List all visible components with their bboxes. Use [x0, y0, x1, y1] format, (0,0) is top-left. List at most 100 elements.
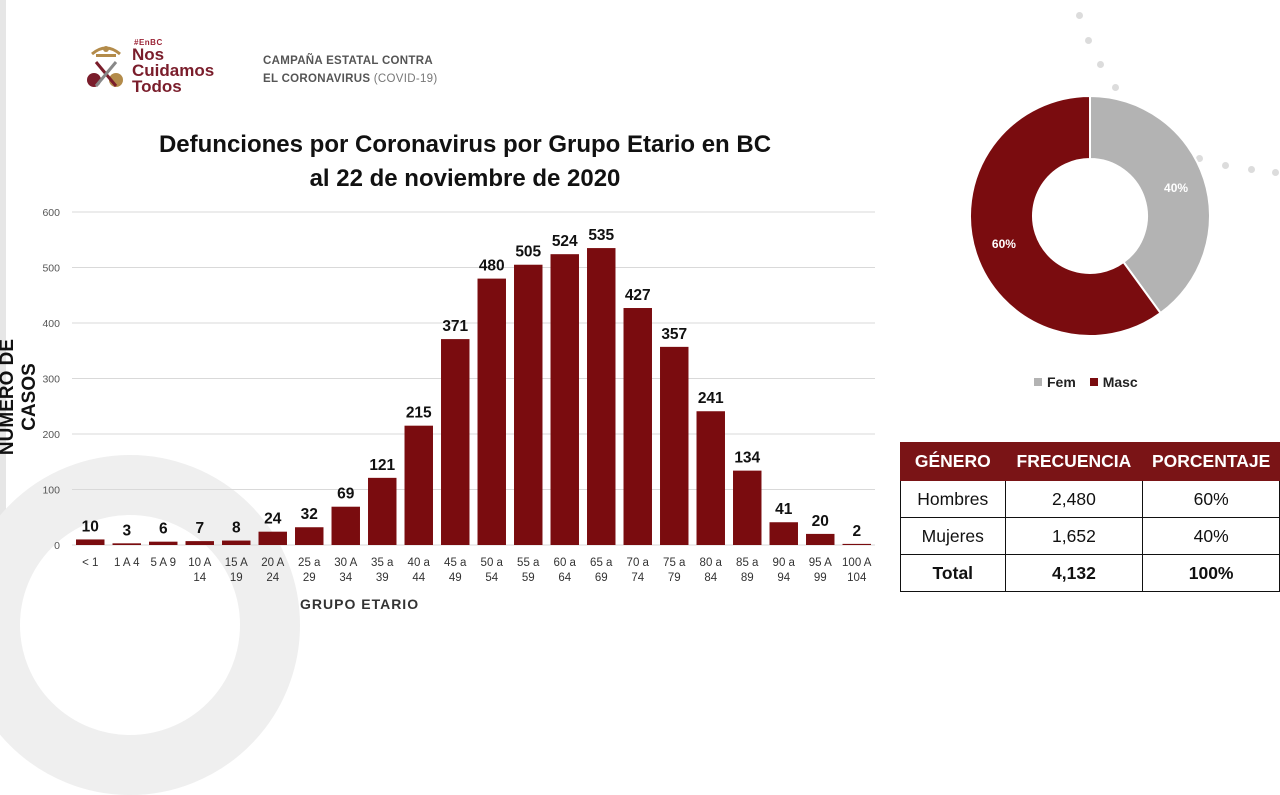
- chart-title-line-2: al 22 de noviembre de 2020: [309, 165, 621, 192]
- x-tick-label: 89: [741, 572, 754, 584]
- x-tick-label: 85 a: [736, 557, 759, 569]
- logo-line: Todos: [132, 77, 182, 96]
- y-tick-label: 100: [42, 485, 60, 497]
- chart-title-line-1: Defunciones por Coronavirus por Grupo Et…: [158, 131, 772, 158]
- bar-value-label: 69: [337, 486, 355, 503]
- bar: [331, 506, 360, 545]
- x-tick-label: 50 a: [481, 557, 504, 569]
- bar-value-label: 505: [515, 244, 541, 261]
- bar-value-label: 121: [369, 457, 395, 474]
- table-cell: 2,480: [1004, 480, 1144, 518]
- legend-item-fem: Fem: [1034, 374, 1076, 390]
- x-tick-label: 10 A: [188, 557, 211, 569]
- y-tick-label: 500: [42, 263, 60, 275]
- x-tick-label: 5 A 9: [150, 557, 176, 569]
- y-tick-label: 600: [42, 207, 60, 219]
- bar-value-label: 8: [232, 520, 241, 537]
- page-frame-edge: [0, 0, 6, 605]
- decorative-dot: [1272, 169, 1279, 176]
- bar: [514, 264, 543, 545]
- y-tick-label: 400: [42, 318, 60, 330]
- bar-value-label: 427: [625, 287, 651, 304]
- x-tick-label: 104: [847, 572, 867, 584]
- table-cell: 4,132: [1004, 554, 1144, 592]
- header-frecuencia: FRECUENCIA: [1004, 442, 1144, 481]
- bar: [258, 531, 287, 545]
- x-tick-label: 79: [668, 572, 681, 584]
- bar-value-label: 20: [812, 513, 829, 530]
- x-tick-label: 55 a: [517, 557, 540, 569]
- bar: [112, 543, 141, 545]
- bar: [769, 522, 798, 545]
- bar-chart: 0 100 200 300 400 500 600 10 < 1 3 1 A 4 6 5 A 9 7 10 …: [42, 207, 875, 584]
- logo-emblem-icon: [87, 46, 123, 87]
- bar: [477, 278, 506, 545]
- legend-swatch-masc: [1089, 378, 1098, 386]
- chart-title: Defunciones por Coronavirus por Grupo Et…: [110, 128, 820, 196]
- bar-value-label: 41: [775, 501, 793, 518]
- bar: [441, 339, 470, 545]
- bar-value-label: 524: [552, 233, 578, 250]
- donut-slice-label: 60%: [992, 237, 1016, 251]
- x-tick-label: 25 a: [298, 557, 321, 569]
- campaign-logo: #EnBC Nos Cuidamos Todos: [82, 38, 242, 98]
- bar-value-label: 7: [195, 520, 204, 537]
- x-tick-label: 75 a: [663, 557, 686, 569]
- header-porcentaje: PORCENTAJE: [1142, 442, 1280, 481]
- x-tick-label: 90 a: [773, 557, 796, 569]
- decorative-dot: [1196, 155, 1203, 162]
- bar: [222, 540, 251, 545]
- table-total-row: Total 4,132 100%: [900, 554, 1280, 592]
- bar: [368, 477, 397, 545]
- gender-donut-chart: 40% 60%: [969, 94, 1211, 337]
- donut-legend: Fem Masc: [1034, 373, 1148, 390]
- campaign-line-2-light: (COVID-19): [373, 73, 438, 85]
- decorative-dot: [1112, 84, 1119, 91]
- x-tick-label: 70 a: [627, 557, 650, 569]
- table-cell: Hombres: [900, 480, 1006, 518]
- donut-slice-masc: [969, 94, 1162, 337]
- donut-slice-fem: [1089, 94, 1211, 315]
- legend-label-masc: Masc: [1102, 374, 1138, 390]
- x-tick-label: 74: [631, 572, 644, 584]
- x-tick-label: 40 a: [408, 557, 431, 569]
- decorative-dot: [1222, 162, 1229, 169]
- x-tick-label: < 1: [82, 557, 98, 569]
- bar: [185, 541, 214, 545]
- campaign-line-2-bold: EL CORONAVIRUS: [263, 73, 371, 85]
- decorative-dot: [1097, 61, 1104, 68]
- bar: [623, 308, 652, 545]
- table-cell: Mujeres: [900, 517, 1006, 555]
- x-tick-label: 44: [412, 572, 425, 584]
- bar-value-label: 6: [159, 521, 168, 538]
- x-axis-label: GRUPO ETARIO: [300, 596, 420, 612]
- x-tick-label: 59: [522, 572, 535, 584]
- x-tick-label: 19: [230, 572, 243, 584]
- bar: [587, 248, 616, 545]
- bar: [733, 470, 762, 545]
- bar-value-label: 10: [82, 518, 99, 535]
- legend-item-masc: Masc: [1089, 374, 1138, 390]
- x-tick-label: 39: [376, 572, 389, 584]
- bar: [806, 533, 835, 545]
- x-tick-label: 35 a: [371, 557, 394, 569]
- logo-hashtag: #EnBC: [134, 38, 163, 47]
- bar-value-label: 32: [301, 506, 318, 523]
- table-cell: Total: [900, 554, 1006, 592]
- x-tick-label: 94: [777, 572, 790, 584]
- x-tick-label: 49: [449, 572, 462, 584]
- x-tick-label: 95 A: [809, 557, 832, 569]
- x-tick-label: 69: [595, 572, 608, 584]
- bar: [550, 254, 579, 545]
- table-cell: 60%: [1142, 480, 1280, 518]
- table-cell: 100%: [1142, 554, 1280, 592]
- bar-value-label: 3: [122, 522, 131, 539]
- table-row: Hombres 2,480 60%: [900, 480, 1280, 518]
- legend-label-fem: Fem: [1047, 374, 1076, 390]
- bar-value-label: 215: [406, 405, 432, 422]
- bar-value-label: 134: [734, 450, 760, 467]
- bar-value-label: 241: [698, 390, 724, 407]
- decorative-dot: [1076, 12, 1083, 19]
- x-tick-label: 64: [558, 572, 571, 584]
- bar: [76, 539, 105, 545]
